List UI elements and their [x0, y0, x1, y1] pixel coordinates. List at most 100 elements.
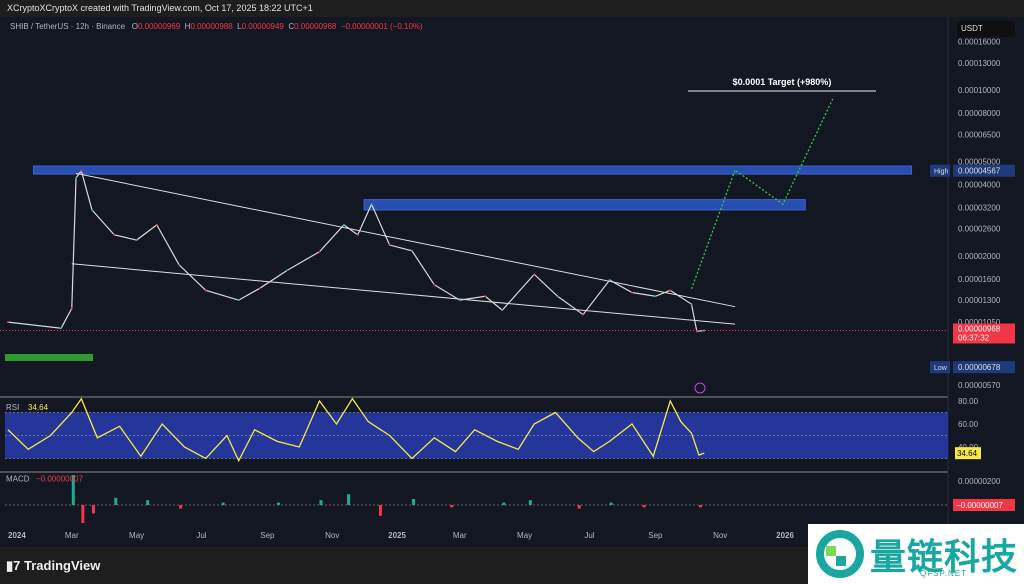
symbol-legend: SHIB / TetherUS · 12h · Binance O0.00000… — [10, 22, 423, 31]
price-point — [318, 250, 321, 253]
price-point — [135, 239, 138, 242]
price-point — [433, 283, 436, 286]
macd-bar — [528, 500, 532, 505]
price-point — [654, 295, 657, 298]
price-tick: 0.00010000 — [958, 86, 1001, 95]
macd-bar — [698, 505, 702, 508]
macd-bar — [347, 494, 351, 505]
price-tick: 0.00000570 — [958, 381, 1001, 390]
resistance-zone — [33, 165, 913, 175]
high-value: 0.00000988 — [190, 22, 233, 31]
currency-selector[interactable]: USDT — [957, 21, 1015, 37]
high-badge — [953, 164, 1015, 177]
price-point — [178, 263, 181, 266]
macd-bar — [319, 500, 323, 505]
change-value: −0.00000001 (−0.10%) — [340, 22, 423, 31]
brand-label: TradingView — [24, 558, 101, 573]
price-tick: 0.00001300 — [958, 296, 1001, 305]
macd-tick: 0.00000200 — [958, 477, 1001, 486]
price-point — [630, 291, 633, 294]
price-point — [204, 289, 207, 292]
macd-bar — [502, 502, 506, 505]
tradingview-logo[interactable]: ▮7 TradingView — [6, 558, 101, 573]
macd-title: MACD — [6, 475, 30, 484]
price-point — [237, 299, 240, 302]
close-label: C — [288, 22, 295, 31]
price-point — [582, 313, 585, 316]
rsi-tick: 60.00 — [958, 420, 979, 429]
target-annotation: $0.0001 Target (+980%) — [733, 77, 832, 87]
price-point — [70, 307, 73, 310]
price-point — [370, 203, 373, 206]
price-point — [7, 321, 9, 324]
time-tick: 2024 — [8, 531, 26, 540]
macd-bar — [179, 505, 183, 509]
high-label: H — [184, 22, 191, 31]
time-tick: Jul — [584, 531, 594, 540]
macd-bar — [221, 502, 225, 505]
macd-bar — [642, 505, 646, 508]
rsi-tick: 80.00 — [958, 397, 979, 406]
macd-bar — [378, 505, 382, 516]
price-point — [80, 169, 83, 172]
price-point — [75, 176, 78, 179]
price-point — [608, 279, 611, 282]
price-tick: 0.00006500 — [958, 130, 1001, 139]
price-tick: 0.00005000 — [958, 157, 1001, 166]
time-tick: Nov — [713, 531, 727, 540]
time-tick: May — [517, 531, 532, 540]
low-label: L — [237, 22, 242, 31]
price-point — [556, 295, 559, 298]
time-tick: 2025 — [388, 531, 406, 540]
price-tick: 0.00001050 — [958, 318, 1001, 327]
price-tick: 0.00001600 — [958, 275, 1001, 284]
projection-path — [690, 98, 834, 290]
high-tag-label: High — [934, 169, 949, 176]
low-value: 0.00000678 — [958, 363, 1001, 372]
countdown-label: 06:37:32 — [958, 334, 990, 343]
low-value: 0.00000949 — [241, 22, 284, 31]
time-tick: May — [129, 531, 144, 540]
high-tag — [930, 164, 950, 177]
low-tag — [930, 361, 950, 374]
price-tick: 0.00004000 — [958, 180, 1001, 189]
macd-bar — [411, 499, 415, 505]
watermark-domain: QFSP.NET — [920, 569, 967, 578]
price-tick: 0.00002600 — [958, 225, 1001, 234]
last-price-badge — [953, 323, 1015, 344]
lightning-icon — [694, 382, 706, 394]
price-point — [501, 309, 504, 312]
macd-bar — [71, 475, 75, 505]
price-point — [90, 208, 93, 211]
watermark-logo-icon — [816, 530, 864, 578]
price-tick: 0.00002000 — [958, 252, 1001, 261]
resistance-zone — [363, 199, 806, 211]
rsi-value-badge — [955, 447, 981, 460]
rsi-value: 34.64 — [28, 403, 49, 412]
price-point — [60, 327, 63, 330]
high-value: 0.00004567 — [958, 167, 1001, 176]
price-point — [388, 244, 391, 247]
support-zone-marker — [5, 354, 93, 361]
watermark-text: 量链科技 — [870, 536, 1019, 577]
symbol-label: SHIB / TetherUS · 12h · Binance — [10, 22, 126, 31]
price-point — [533, 273, 536, 276]
price-point — [113, 233, 116, 236]
price-point — [410, 249, 413, 252]
chart-credit: XCryptoXCryptoX created with TradingView… — [7, 3, 313, 13]
price-point — [669, 289, 672, 292]
low-tag-label: Low — [934, 365, 948, 372]
open-value: 0.00000969 — [137, 22, 181, 31]
price-tick: 0.00013000 — [958, 59, 1001, 68]
macd-value: −0.00000007 — [36, 475, 83, 484]
rsi-line — [7, 397, 705, 463]
wedge-trendline — [75, 172, 736, 308]
rsi-value-badge-label: 34.64 — [957, 449, 978, 458]
price-point — [356, 233, 359, 236]
macd-bar — [114, 497, 118, 505]
time-tick: Mar — [453, 531, 467, 540]
price-point — [703, 329, 706, 332]
chart-area[interactable]: 0.00016000 0.00013000 0.00010000 0.00008000… — [0, 17, 1024, 547]
low-badge — [953, 361, 1015, 374]
price-point — [155, 223, 158, 226]
